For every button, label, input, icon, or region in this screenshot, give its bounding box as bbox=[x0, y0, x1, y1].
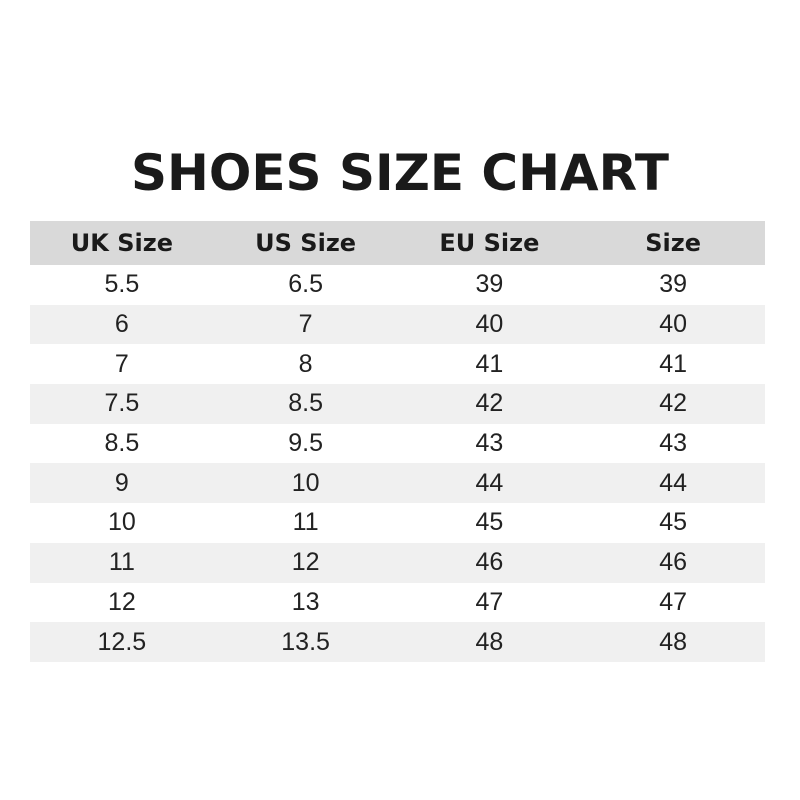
cell-uk-size: 12 bbox=[107, 587, 136, 616]
table-row: 10 11 45 45 bbox=[30, 503, 765, 543]
cell-size: 47 bbox=[659, 587, 688, 616]
table-row: 11 12 46 46 bbox=[30, 542, 765, 583]
cell-eu-size: 39 bbox=[475, 270, 504, 299]
cell-us-size: 12 bbox=[213, 542, 398, 583]
cell-eu-size: 46 bbox=[397, 542, 582, 583]
table-header-row: UK Size US Size EU Size Size bbox=[30, 221, 765, 265]
cell-size: 43 bbox=[659, 429, 688, 458]
cell-uk-size: 11 bbox=[30, 542, 214, 583]
cell-us-size: 8 bbox=[298, 349, 313, 378]
cell-eu-size: 44 bbox=[397, 463, 582, 504]
table-row: 5.5 6.5 39 39 bbox=[30, 265, 765, 305]
cell-eu-size: 40 bbox=[397, 304, 582, 345]
cell-size: 39 bbox=[659, 270, 688, 299]
table-row: 6 7 40 40 bbox=[30, 304, 765, 345]
cell-size: 42 bbox=[581, 384, 765, 424]
table-body: 5.5 6.5 39 39 6 7 40 40 7 8 41 41 7.5 8.5 42 42 8.5 9.5 43… bbox=[30, 265, 765, 662]
cell-eu-size: 48 bbox=[397, 622, 582, 662]
cell-uk-size: 7.5 bbox=[30, 384, 214, 424]
header-uk-size: UK Size bbox=[30, 221, 214, 265]
cell-uk-size: 6 bbox=[30, 304, 214, 345]
cell-eu-size: 43 bbox=[475, 429, 504, 458]
cell-eu-size: 41 bbox=[475, 349, 504, 378]
header-eu-size: EU Size bbox=[397, 221, 582, 265]
cell-size: 41 bbox=[659, 349, 688, 378]
table-row: 12.5 13.5 48 48 bbox=[30, 622, 765, 662]
cell-size: 46 bbox=[581, 542, 765, 583]
table-row: 7 8 41 41 bbox=[30, 344, 765, 384]
cell-size: 48 bbox=[581, 622, 765, 662]
cell-eu-size: 45 bbox=[475, 508, 504, 537]
page-title: SHOES SIZE CHART bbox=[131, 144, 669, 202]
cell-uk-size: 8.5 bbox=[104, 429, 140, 458]
cell-uk-size: 7 bbox=[114, 349, 129, 378]
cell-us-size: 13.5 bbox=[213, 622, 398, 662]
cell-uk-size: 10 bbox=[107, 508, 136, 537]
cell-uk-size: 9 bbox=[30, 463, 214, 504]
cell-us-size: 6.5 bbox=[288, 270, 323, 299]
cell-us-size: 7 bbox=[213, 304, 398, 345]
table-row: 12 13 47 47 bbox=[30, 583, 765, 623]
cell-size: 45 bbox=[659, 508, 688, 537]
cell-eu-size: 42 bbox=[397, 384, 582, 424]
cell-us-size: 11 bbox=[292, 508, 319, 537]
cell-size: 44 bbox=[581, 463, 765, 504]
header-us-size: US Size bbox=[213, 221, 398, 265]
cell-us-size: 8.5 bbox=[213, 384, 398, 424]
size-chart-table: UK Size US Size EU Size Size 5.5 6.5 39 39 6… bbox=[30, 221, 765, 662]
cell-eu-size: 47 bbox=[475, 587, 504, 616]
cell-uk-size: 5.5 bbox=[104, 270, 140, 299]
table-row: 9 10 44 44 bbox=[30, 463, 765, 504]
table-row: 7.5 8.5 42 42 bbox=[30, 384, 765, 424]
cell-uk-size: 12.5 bbox=[30, 622, 214, 662]
header-size: Size bbox=[581, 221, 765, 265]
cell-size: 40 bbox=[581, 304, 765, 345]
table-row: 8.5 9.5 43 43 bbox=[30, 424, 765, 464]
cell-us-size: 10 bbox=[213, 463, 398, 504]
cell-us-size: 9.5 bbox=[288, 429, 323, 458]
cell-us-size: 13 bbox=[291, 587, 320, 616]
